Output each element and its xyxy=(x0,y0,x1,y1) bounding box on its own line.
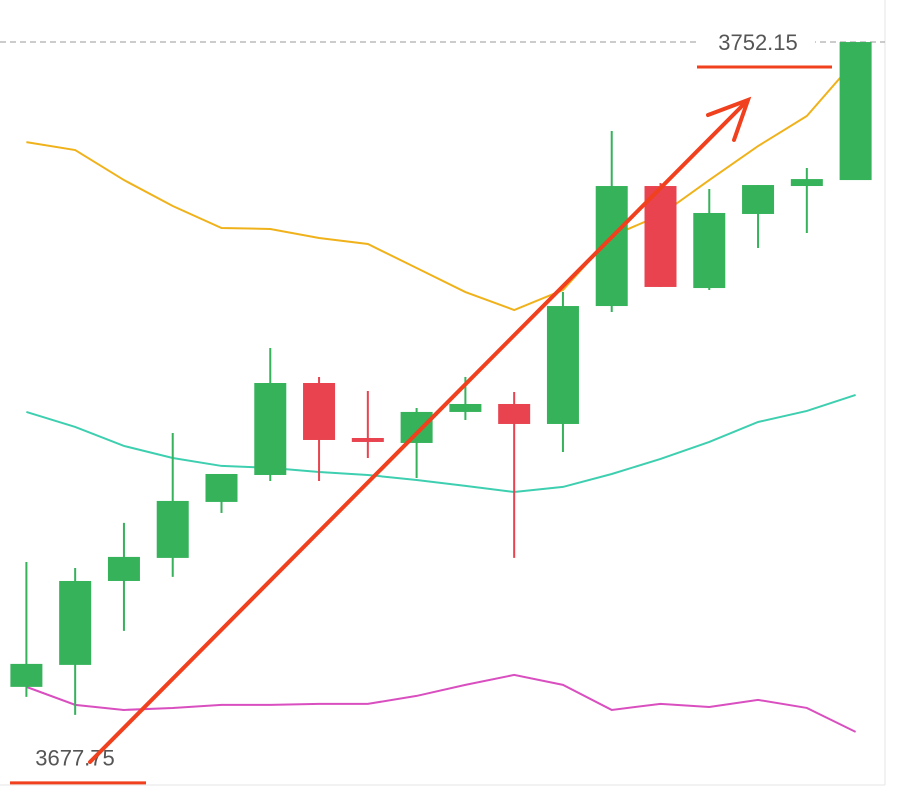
indicator-line xyxy=(26,393,856,493)
indicator-line xyxy=(26,59,857,312)
candle-body xyxy=(107,556,140,581)
candle-body xyxy=(449,403,482,412)
candle-body xyxy=(400,411,433,443)
candle-body xyxy=(839,42,872,181)
candle-body xyxy=(742,185,775,214)
indicator-line xyxy=(26,673,857,733)
candle-body xyxy=(205,473,238,502)
candle-body xyxy=(10,663,43,687)
candle-body xyxy=(303,383,336,440)
candle-body xyxy=(644,186,677,287)
candle-body xyxy=(254,383,287,475)
candle-body xyxy=(59,580,92,665)
label-bg xyxy=(15,743,133,774)
candle-body xyxy=(693,212,726,289)
trend-arrow xyxy=(88,96,752,764)
label-bg xyxy=(700,28,815,57)
candle-body xyxy=(546,306,579,424)
candle-body xyxy=(156,500,189,558)
candle-body xyxy=(498,403,531,424)
price-label: 3752.15 xyxy=(718,30,798,55)
candle-body xyxy=(351,437,384,442)
candle-body xyxy=(790,179,823,187)
